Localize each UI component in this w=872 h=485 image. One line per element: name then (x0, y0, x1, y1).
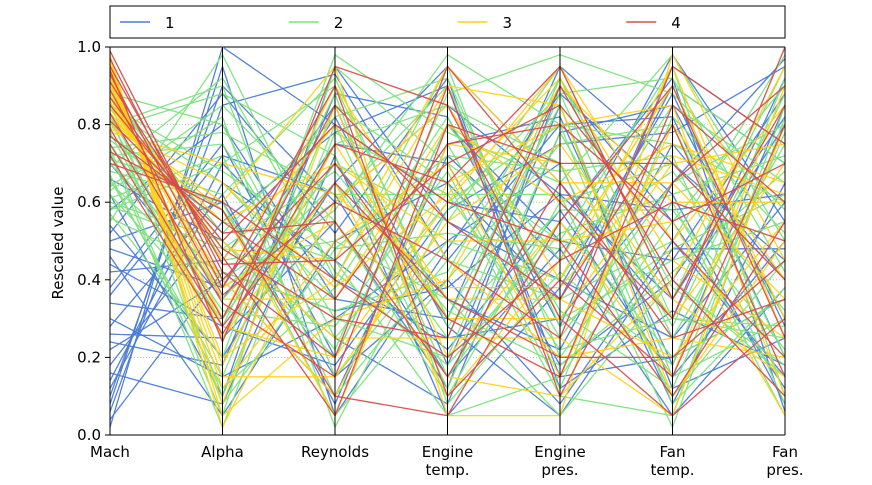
y-tick-label: 0.6 (77, 193, 101, 211)
legend-label-4: 4 (671, 14, 681, 32)
axis-label-line: Alpha (201, 443, 244, 461)
axis-label-mach: Mach (90, 443, 130, 461)
legend-label-1: 1 (165, 14, 175, 32)
axis-label-line: Fan (772, 443, 798, 461)
axis-label-alpha: Alpha (201, 443, 244, 461)
axis-label-line: pres. (541, 461, 578, 479)
axis-label-line: temp. (425, 461, 469, 479)
axis-label-line: Engine (534, 443, 585, 461)
axis-label-line: Reynolds (301, 443, 369, 461)
axis-label-line: pres. (766, 461, 803, 479)
y-tick-label: 0.4 (77, 271, 101, 289)
y-tick-label: 0.2 (77, 348, 101, 366)
legend-label-2: 2 (334, 14, 344, 32)
axis-label-fan_pres: Fan pres. (766, 443, 803, 479)
y-tick-label: 1.0 (77, 38, 101, 56)
legend-label-3: 3 (503, 14, 513, 32)
axis-label-engine_temp: Engine temp. (422, 443, 473, 479)
axis-label-line: Fan (660, 443, 686, 461)
legend: 1 2 3 4 (109, 5, 786, 39)
y-tick-label: 0.8 (77, 116, 101, 134)
y-ticks-layer: 0.0 0.2 0.4 0.6 0.8 1.0 (77, 38, 110, 444)
legend-box (109, 5, 786, 39)
axis-label-fan_temp: Fan temp. (650, 443, 694, 479)
axis-label-line: temp. (650, 461, 694, 479)
axes-layer (109, 47, 786, 435)
x-labels-layer: Mach Alpha Reynolds Engine temp.Engine pres.F… (90, 443, 804, 479)
y-tick-label: 0.0 (77, 426, 101, 444)
y-axis-label: Rescaled value (49, 187, 67, 300)
axis-label-engine_pres: Engine pres. (534, 443, 585, 479)
axis-label-line: Mach (90, 443, 130, 461)
axis-label-line: Engine (422, 443, 473, 461)
axis-label-reynolds: Reynolds (301, 443, 369, 461)
